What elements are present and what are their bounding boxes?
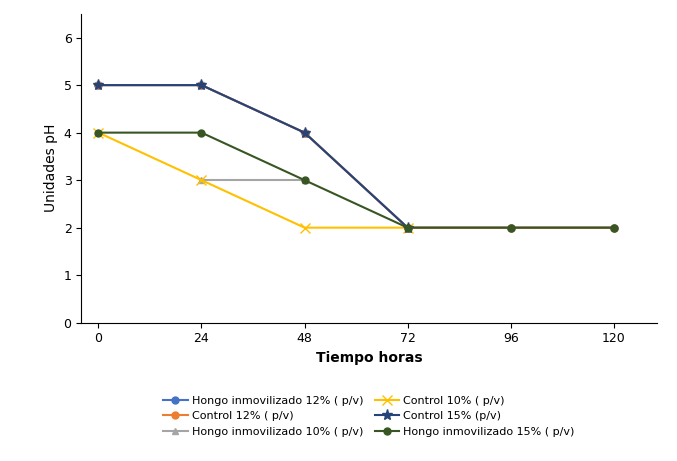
Line: Control 15% (p/v): Control 15% (p/v) (93, 80, 413, 233)
Control 10% ( p/v) (94, 130, 102, 136)
Hongo inmovilizado 12% ( p/v) (610, 225, 618, 230)
Hongo inmovilizado 10% ( p/v) (198, 177, 206, 183)
Line: Control 12% ( p/v): Control 12% ( p/v) (95, 82, 617, 231)
Y-axis label: Unidades pH: Unidades pH (44, 124, 58, 213)
Hongo inmovilizado 15% ( p/v) (198, 130, 206, 136)
Line: Control 10% ( p/v): Control 10% ( p/v) (93, 128, 412, 232)
Hongo inmovilizado 12% ( p/v) (403, 225, 412, 230)
Control 12% ( p/v) (403, 225, 412, 230)
Control 10% ( p/v) (301, 225, 309, 230)
Hongo inmovilizado 15% ( p/v) (301, 177, 309, 183)
Control 15% (p/v) (94, 83, 102, 88)
Hongo inmovilizado 12% ( p/v) (94, 83, 102, 88)
Hongo inmovilizado 12% ( p/v) (506, 225, 515, 230)
Hongo inmovilizado 15% ( p/v) (506, 225, 515, 230)
Control 15% (p/v) (403, 225, 412, 230)
Control 10% ( p/v) (403, 225, 412, 230)
Control 12% ( p/v) (506, 225, 515, 230)
Hongo inmovilizado 12% ( p/v) (301, 130, 309, 136)
Legend: Hongo inmovilizado 12% ( p/v), Control 12% ( p/v), Hongo inmovilizado 10% ( p/v): Hongo inmovilizado 12% ( p/v), Control 1… (158, 390, 580, 442)
Hongo inmovilizado 10% ( p/v) (301, 177, 309, 183)
Control 12% ( p/v) (94, 83, 102, 88)
Control 15% (p/v) (198, 83, 206, 88)
Line: Hongo inmovilizado 15% ( p/v): Hongo inmovilizado 15% ( p/v) (95, 129, 617, 231)
Line: Hongo inmovilizado 10% ( p/v): Hongo inmovilizado 10% ( p/v) (198, 177, 308, 183)
Hongo inmovilizado 15% ( p/v) (610, 225, 618, 230)
Hongo inmovilizado 15% ( p/v) (94, 130, 102, 136)
Line: Hongo inmovilizado 12% ( p/v): Hongo inmovilizado 12% ( p/v) (95, 82, 617, 231)
Control 12% ( p/v) (610, 225, 618, 230)
X-axis label: Tiempo horas: Tiempo horas (315, 351, 422, 365)
Control 15% (p/v) (301, 130, 309, 136)
Control 12% ( p/v) (301, 130, 309, 136)
Control 10% ( p/v) (198, 177, 206, 183)
Hongo inmovilizado 15% ( p/v) (403, 225, 412, 230)
Hongo inmovilizado 12% ( p/v) (198, 83, 206, 88)
Control 12% ( p/v) (198, 83, 206, 88)
